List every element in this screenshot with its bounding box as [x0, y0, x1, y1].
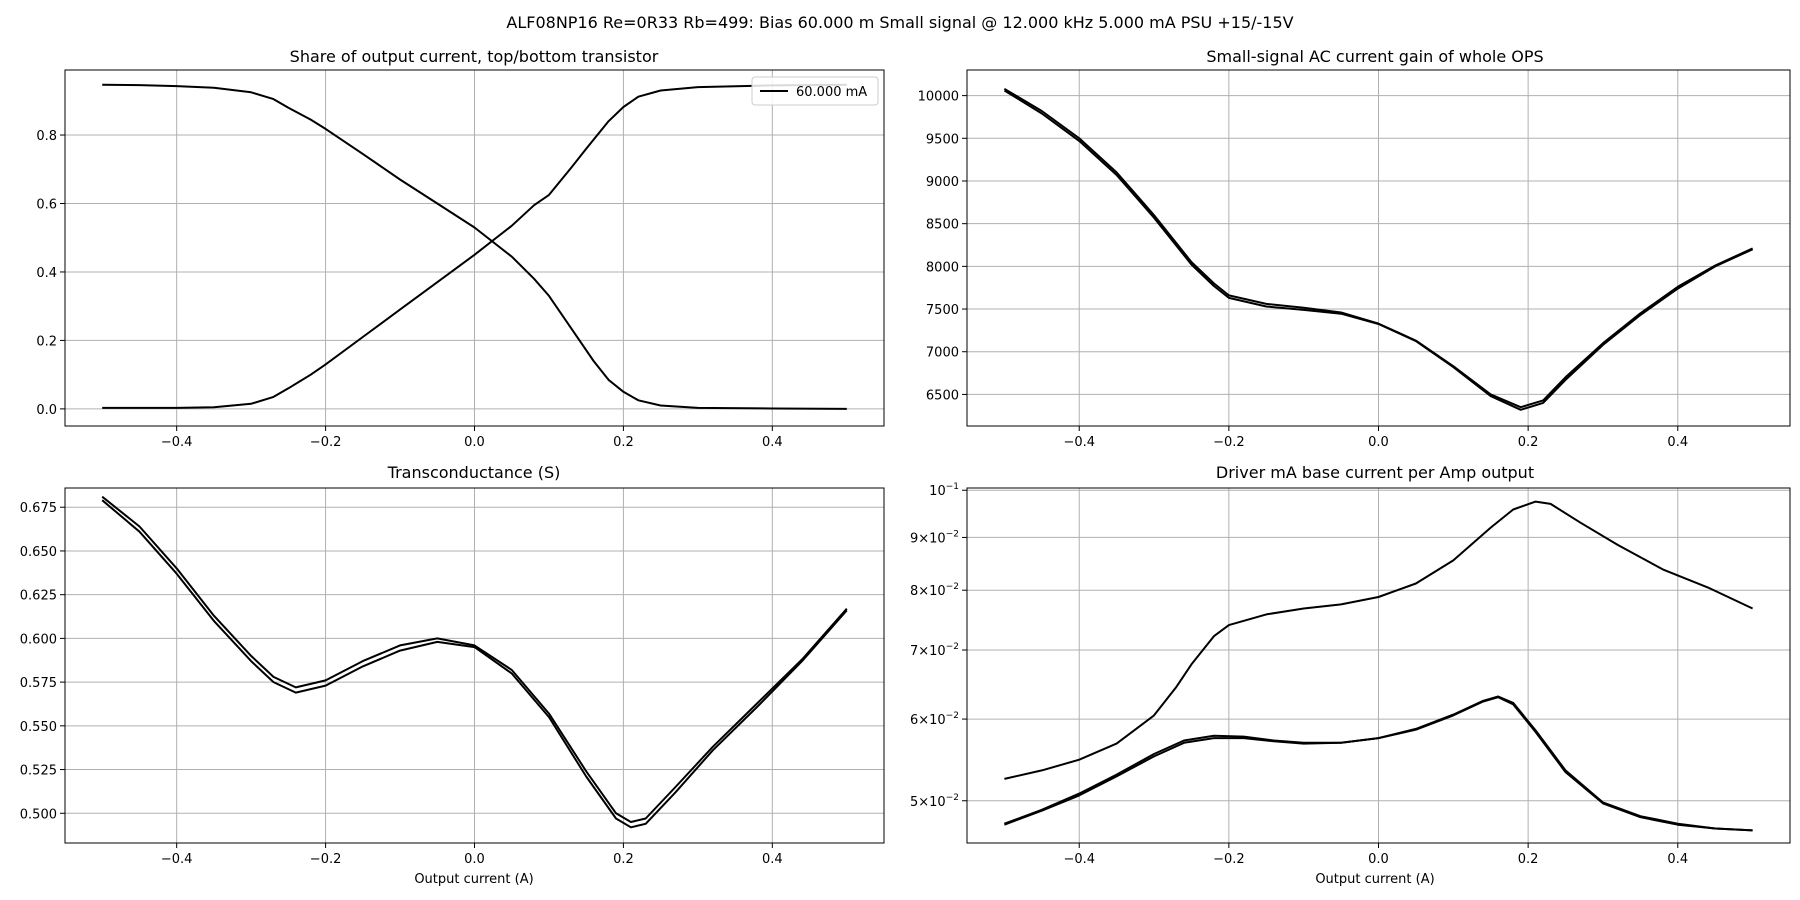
figure-title: ALF08NP16 Re=0R33 Rb=499: Bias 60.000 m … [506, 13, 1294, 32]
x-tick-label: 0.2 [613, 435, 634, 450]
tick-labels: −0.4 −0.2 0.0 0.2 0.4 0.0 0.2 0.4 0.6 0.8 [36, 129, 782, 450]
legend-label: 60.000 mA [796, 85, 867, 100]
grid-lines [65, 70, 884, 426]
x-tick-label: 0.4 [1667, 852, 1688, 867]
x-tick-label: 0.0 [464, 852, 485, 867]
chart-share: Share of output current, top/bottom tran… [36, 47, 885, 450]
series-line [1004, 500, 1754, 780]
y-tick-label: 10−1 [929, 482, 959, 499]
y-tick-label-base: 8×10 [910, 584, 946, 599]
x-tick-label: 0.2 [1518, 435, 1539, 450]
y-tick-label: 7000 [926, 346, 959, 361]
chart-title: Small-signal AC current gain of whole OP… [1206, 47, 1543, 66]
tick-labels: −0.4 −0.2 0.0 0.2 0.45×10−26×10−27×10−28×10−… [910, 482, 1688, 867]
series-lines [1003, 87, 1754, 411]
y-tick-label: 0.2 [36, 334, 57, 349]
series-lines [1004, 500, 1754, 832]
plot-frame [966, 487, 1791, 844]
y-tick-label: 0.6 [36, 198, 57, 213]
x-tick-label: −0.2 [310, 852, 342, 867]
y-tick-label: 0.525 [20, 764, 57, 779]
chart-title: Share of output current, top/bottom tran… [290, 47, 659, 66]
x-tick-label: 0.2 [1518, 852, 1539, 867]
y-tick-label-base: 9×10 [910, 531, 946, 546]
y-tick-label-base: 7×10 [910, 644, 946, 659]
series-line [1003, 89, 1754, 411]
chart-driver-current: Driver mA base current per Amp output −0… [910, 463, 1791, 887]
y-tick-label: 9500 [926, 132, 959, 147]
y-tick-label: 8000 [926, 260, 959, 275]
series-line [101, 495, 848, 823]
y-tick-label: 0.625 [20, 589, 57, 604]
plot-frame [966, 69, 1791, 427]
y-tick-label: 0.650 [20, 545, 57, 560]
x-tick-label: 0.4 [1667, 435, 1688, 450]
x-tick-label: −0.4 [1063, 852, 1095, 867]
x-tick-label: −0.2 [1213, 852, 1245, 867]
series-line [102, 83, 847, 409]
series-line [101, 499, 848, 829]
x-axis-label: Output current (A) [1315, 872, 1434, 887]
y-tick-label: 0.8 [36, 129, 57, 144]
y-tick-label: 0.0 [36, 403, 57, 418]
y-tick-label-exponent: −2 [946, 529, 959, 539]
y-tick-label-exponent: −2 [946, 711, 959, 721]
x-axis-label: Output current (A) [414, 872, 533, 887]
y-tick-label: 0.4 [36, 266, 57, 281]
tick-labels: −0.4 −0.2 0.0 0.2 0.4 6500 7000 7500 8000 8500 900… [918, 90, 1688, 450]
grid-lines [967, 70, 1790, 426]
y-tick-label: 0.550 [20, 720, 57, 735]
legend: 60.000 mA [751, 76, 879, 106]
series-line [102, 83, 847, 410]
y-tick-label-exponent: −2 [946, 582, 959, 592]
y-tick-label: 8×10−2 [910, 582, 959, 599]
y-tick-label: 10000 [918, 90, 959, 105]
x-tick-label: −0.2 [1213, 435, 1245, 450]
x-tick-label: 0.0 [1368, 435, 1389, 450]
chart-transconductance: Transconductance (S) −0.4 −0.2 0.0 0.2 0.4 0.… [20, 463, 885, 887]
x-tick-label: −0.4 [161, 852, 193, 867]
y-tick-label: 0.675 [20, 501, 57, 516]
y-tick-label: 8500 [926, 218, 959, 233]
series-lines [102, 83, 847, 410]
x-tick-label: 0.2 [613, 852, 634, 867]
y-tick-label: 9000 [926, 175, 959, 190]
plot-frame [64, 487, 885, 844]
y-tick-label-exponent: −2 [946, 642, 959, 652]
y-tick-label: 6500 [926, 388, 959, 403]
y-tick-label: 0.575 [20, 676, 57, 691]
grid-lines [65, 488, 884, 843]
x-tick-label: 0.4 [762, 852, 783, 867]
legend-box [751, 76, 879, 106]
x-tick-label: −0.4 [1063, 435, 1095, 450]
x-tick-label: −0.2 [310, 435, 342, 450]
chart-gain: Small-signal AC current gain of whole OP… [918, 47, 1791, 450]
y-tick-label: 7500 [926, 303, 959, 318]
x-tick-label: 0.0 [1368, 852, 1389, 867]
tick-labels: −0.4 −0.2 0.0 0.2 0.4 0.500 0.525 0.550 0.575 0.6… [20, 501, 783, 867]
y-tick-label-base: 10 [929, 484, 946, 499]
chart-title: Transconductance (S) [387, 463, 561, 482]
y-tick-label-exponent: −2 [946, 793, 959, 803]
series-line [1004, 696, 1753, 832]
x-tick-label: −0.4 [161, 435, 193, 450]
x-tick-label: 0.0 [464, 435, 485, 450]
series-lines [101, 495, 848, 829]
plot-frame [64, 69, 885, 427]
y-tick-label: 6×10−2 [910, 711, 959, 728]
y-tick-label: 0.500 [20, 807, 57, 822]
x-tick-label: 0.4 [762, 435, 783, 450]
y-tick-label: 0.600 [20, 632, 57, 647]
chart-title: Driver mA base current per Amp output [1216, 463, 1534, 482]
y-tick-label: 7×10−2 [910, 642, 959, 659]
y-tick-label-base: 6×10 [910, 713, 946, 728]
y-tick-label: 5×10−2 [910, 793, 959, 810]
y-tick-label-exponent: −1 [946, 482, 959, 492]
y-tick-label: 9×10−2 [910, 529, 959, 546]
y-tick-label-base: 5×10 [910, 795, 946, 810]
grid-lines [967, 488, 1790, 843]
